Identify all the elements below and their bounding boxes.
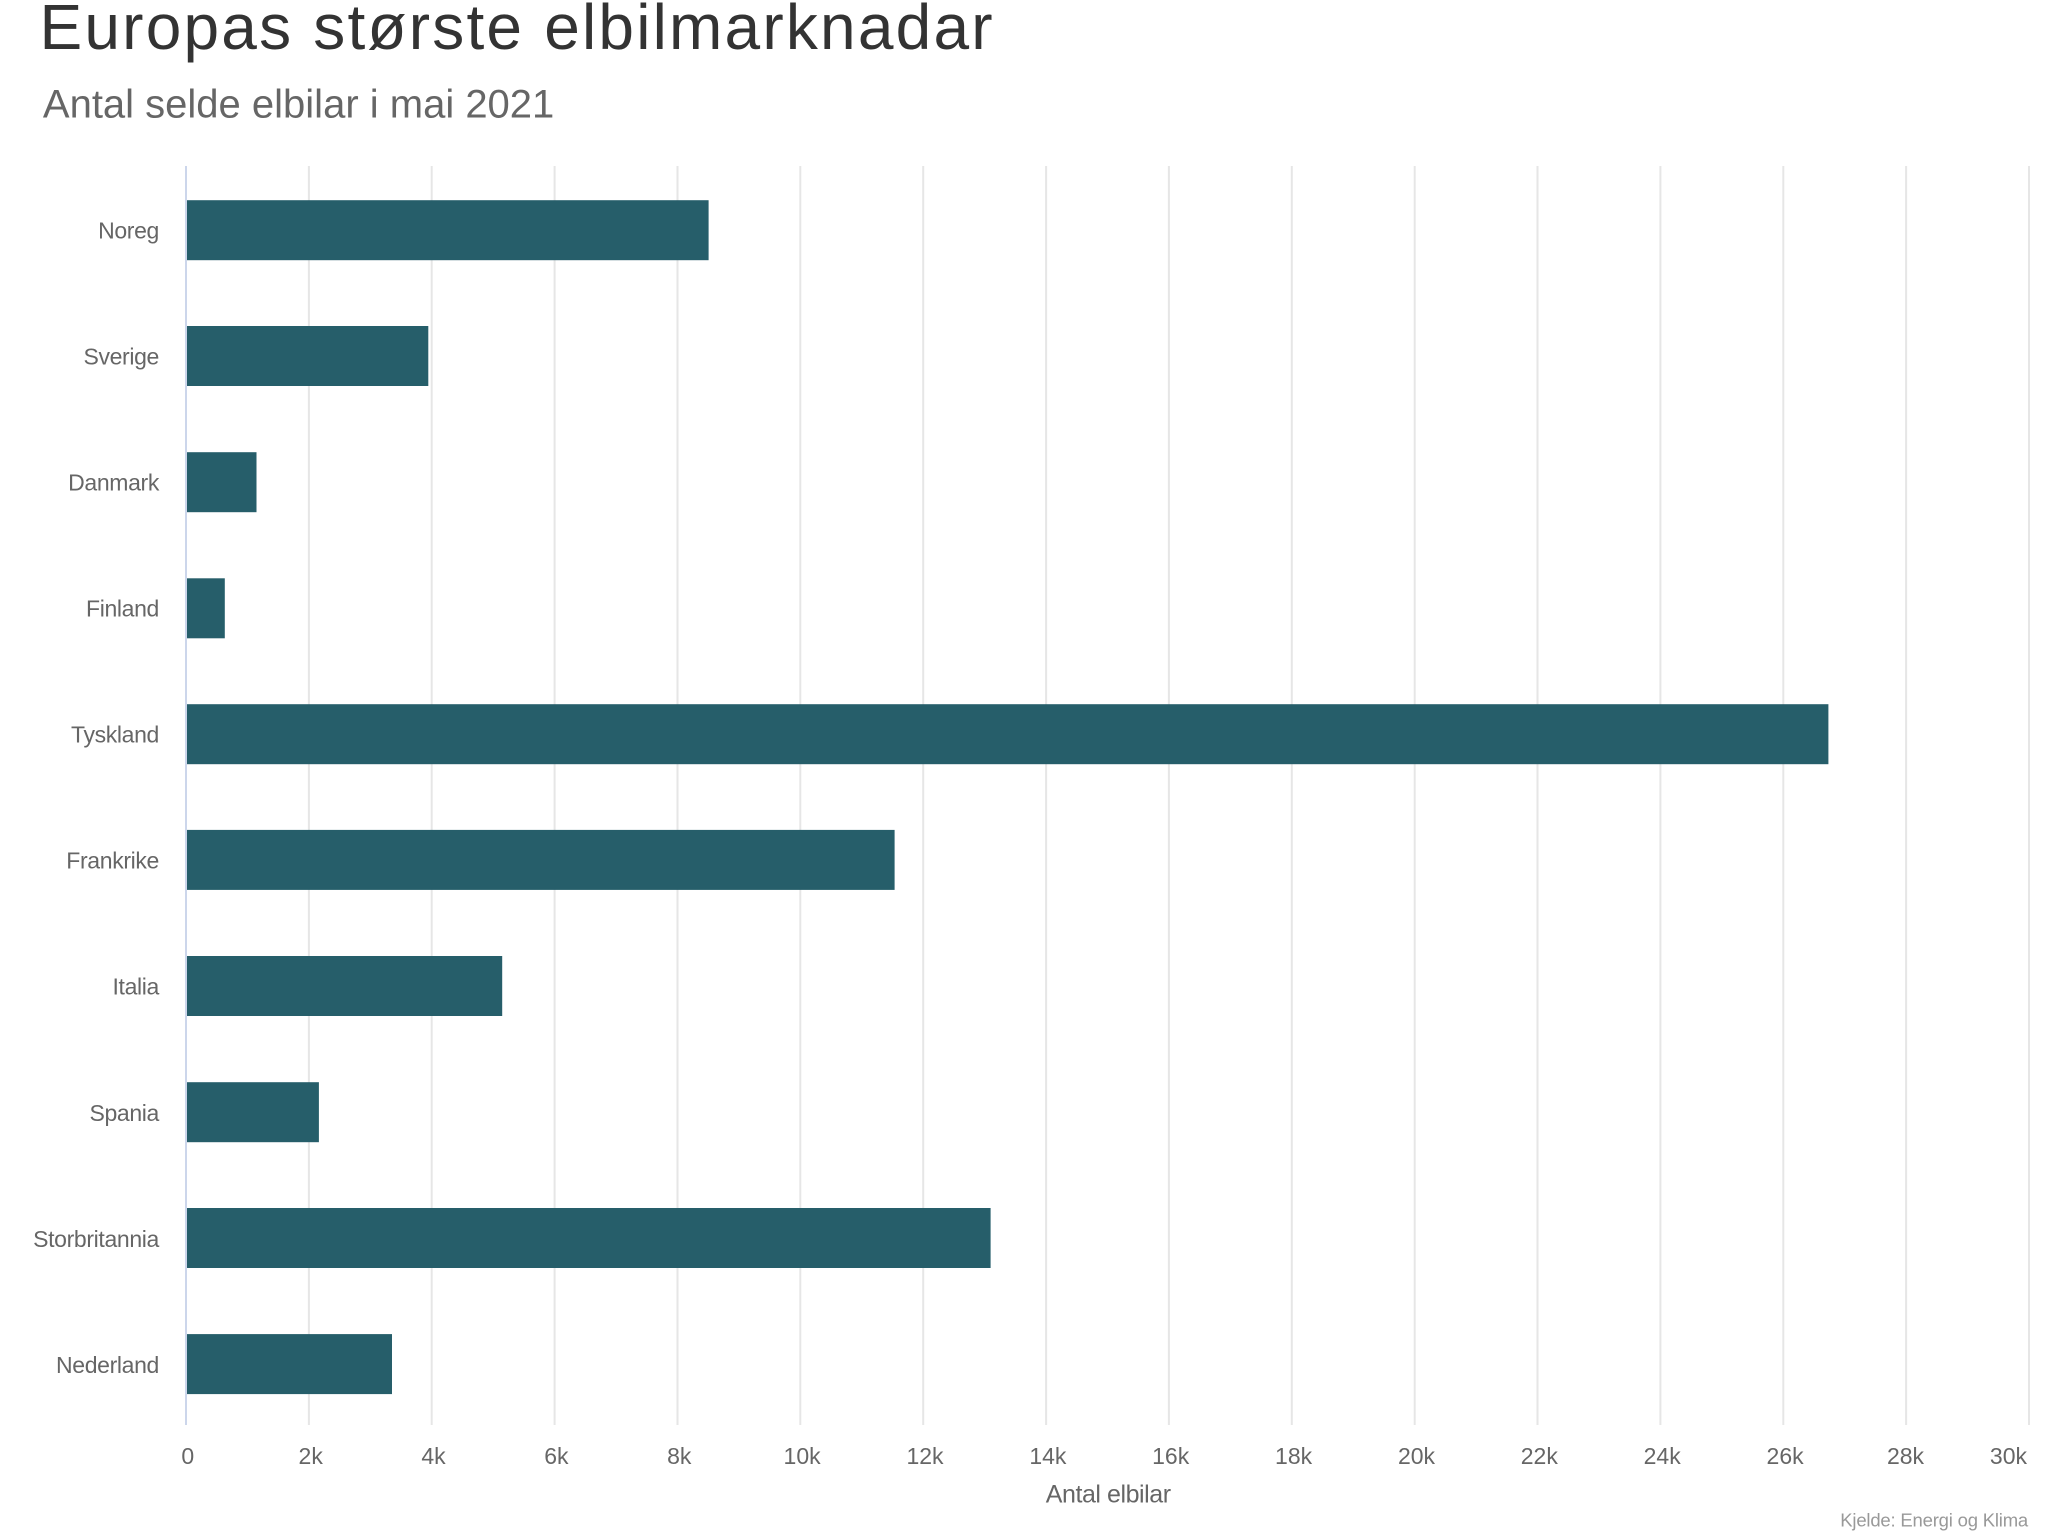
svg-text:26k: 26k bbox=[1767, 1443, 1805, 1469]
svg-text:0: 0 bbox=[181, 1443, 194, 1469]
svg-text:Tyskland: Tyskland bbox=[71, 722, 159, 748]
svg-text:4k: 4k bbox=[421, 1443, 446, 1469]
svg-text:12k: 12k bbox=[906, 1443, 944, 1469]
svg-text:24k: 24k bbox=[1644, 1443, 1682, 1469]
svg-text:Frankrike: Frankrike bbox=[66, 848, 159, 874]
svg-text:Danmark: Danmark bbox=[68, 469, 160, 495]
svg-text:Nederland: Nederland bbox=[56, 1352, 159, 1378]
svg-text:2k: 2k bbox=[299, 1443, 324, 1469]
svg-text:Sverige: Sverige bbox=[83, 343, 159, 369]
svg-text:Spania: Spania bbox=[89, 1100, 159, 1126]
svg-text:Antal selde elbilar i mai 2021: Antal selde elbilar i mai 2021 bbox=[43, 83, 554, 127]
svg-text:Europas største elbilmarknadar: Europas største elbilmarknadar bbox=[40, 0, 995, 63]
svg-text:16k: 16k bbox=[1152, 1443, 1190, 1469]
svg-text:6k: 6k bbox=[544, 1443, 569, 1469]
svg-text:8k: 8k bbox=[667, 1443, 692, 1469]
svg-text:Storbritannia: Storbritannia bbox=[33, 1226, 159, 1252]
svg-text:Kjelde: Energi og Klima: Kjelde: Energi og Klima bbox=[1840, 1510, 2029, 1531]
svg-text:Noreg: Noreg bbox=[98, 217, 159, 243]
svg-text:30k: 30k bbox=[1990, 1443, 2028, 1469]
svg-text:Italia: Italia bbox=[113, 974, 160, 1000]
svg-text:Antal elbilar: Antal elbilar bbox=[1046, 1481, 1171, 1509]
svg-text:28k: 28k bbox=[1887, 1443, 1925, 1469]
svg-text:10k: 10k bbox=[784, 1443, 822, 1469]
svg-text:14k: 14k bbox=[1029, 1443, 1067, 1469]
svg-text:18k: 18k bbox=[1275, 1443, 1313, 1469]
svg-text:Finland: Finland bbox=[86, 596, 159, 622]
svg-text:20k: 20k bbox=[1398, 1443, 1436, 1469]
svg-text:22k: 22k bbox=[1521, 1443, 1559, 1469]
